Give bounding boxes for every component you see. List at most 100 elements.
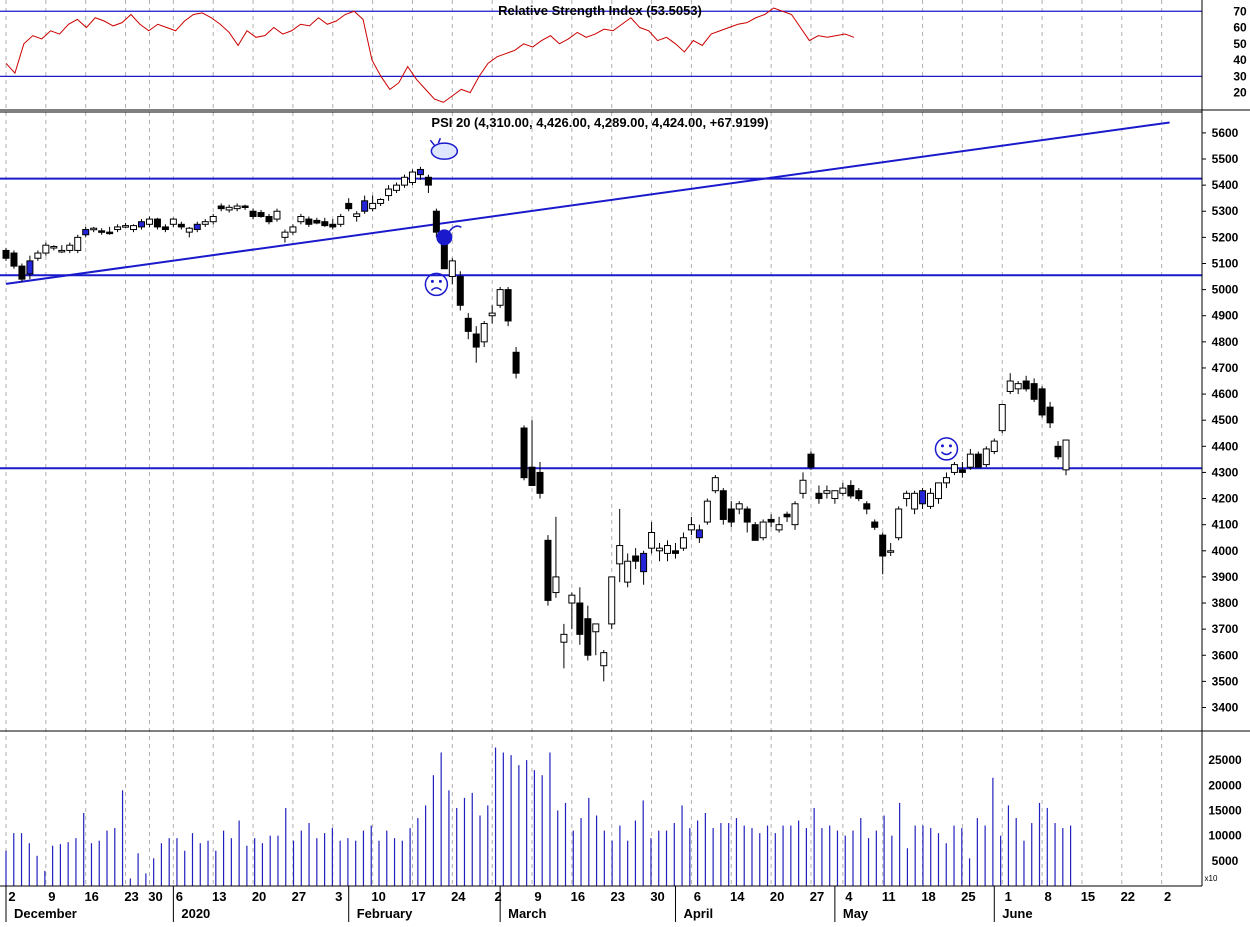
candle-body [185, 227, 193, 233]
price-tick-label: 5400 [1212, 178, 1239, 192]
candle [903, 490, 911, 507]
candle-body [257, 212, 265, 217]
candle [759, 519, 767, 541]
candle-body [130, 225, 138, 231]
candle-body [241, 205, 249, 209]
candle [671, 542, 679, 559]
eye [940, 444, 944, 448]
price-title: PSI 20 (4,310.00, 4,426.00, 4,289.00, 4,… [431, 115, 768, 130]
price-tick-label: 4800 [1212, 335, 1239, 349]
candle-body [608, 576, 616, 625]
candle-body [66, 244, 74, 251]
eye [948, 444, 952, 448]
candle [544, 535, 552, 606]
x-month-label: June [1002, 906, 1032, 921]
x-day-label: 8 [1044, 889, 1051, 904]
candle [624, 553, 632, 588]
candle-body [656, 547, 664, 552]
price-tick-label: 4900 [1212, 309, 1239, 323]
candle-body [664, 545, 672, 554]
rsi-tick-label: 30 [1233, 69, 1247, 83]
x-day-label: 6 [694, 889, 701, 904]
candle [990, 438, 998, 455]
candle [536, 461, 544, 499]
price-tick-label: 4100 [1212, 518, 1239, 532]
candle [377, 198, 385, 207]
candle [345, 198, 353, 212]
candle [114, 224, 122, 233]
candle-body [161, 226, 169, 231]
candle-body [26, 260, 34, 275]
candle-body [1006, 380, 1014, 392]
x-day-label: 1 [1005, 889, 1012, 904]
candle [361, 195, 369, 214]
candle-body [600, 652, 608, 667]
candle [369, 195, 377, 212]
rsi-tick-label: 60 [1233, 21, 1247, 35]
candle-body [560, 633, 568, 643]
rsi-tick-label: 40 [1233, 53, 1247, 67]
candle-body [401, 176, 408, 186]
candle [735, 501, 743, 515]
x-day-label: 20 [770, 889, 784, 904]
candle-body [895, 508, 903, 539]
x-day-label: 17 [411, 889, 425, 904]
candle-body [58, 249, 66, 253]
price-tick-label: 3600 [1212, 648, 1239, 662]
candle-body [345, 202, 353, 210]
candle-body [616, 545, 624, 565]
candle-body [321, 221, 329, 227]
candle [1062, 439, 1070, 476]
candle [958, 461, 966, 478]
price-tick-label: 3800 [1212, 596, 1239, 610]
candle [432, 208, 440, 238]
candle-body [209, 215, 217, 223]
candle-body [879, 534, 887, 557]
volume-tick-label: 15000 [1208, 803, 1242, 817]
candle [974, 451, 982, 468]
candle-body [313, 219, 321, 224]
candle [42, 242, 50, 256]
candle-body [695, 529, 703, 539]
bull-icon-horns [429, 137, 442, 146]
candle-body [576, 602, 584, 635]
candle-body [225, 206, 233, 211]
x-month-label: May [843, 906, 869, 921]
candle-body [942, 477, 950, 484]
candle [273, 208, 281, 222]
candle-body [568, 594, 576, 604]
candle [161, 224, 169, 233]
candle [687, 516, 695, 536]
price-tick-label: 4000 [1212, 544, 1239, 558]
candle-body [265, 215, 273, 223]
candle-body [919, 490, 927, 505]
candle-body [448, 260, 456, 278]
candle [416, 166, 424, 180]
candle [130, 224, 138, 233]
candle [185, 226, 193, 238]
volume-unit-label: x10 [1205, 874, 1218, 883]
x-day-label: 23 [124, 889, 138, 904]
eye [438, 279, 442, 283]
candle-body [1054, 445, 1062, 458]
candle-body [950, 464, 958, 473]
candle-body [74, 236, 82, 251]
candle [512, 347, 520, 379]
price-tick-label: 4500 [1212, 413, 1239, 427]
candle [504, 286, 512, 327]
candle [679, 532, 687, 551]
candle [855, 488, 863, 502]
candle-body [1062, 439, 1070, 471]
candle [82, 226, 90, 238]
candle [1022, 375, 1030, 392]
rsi-tick-label: 70 [1233, 4, 1247, 18]
candle-body [536, 471, 544, 494]
x-day-label: 27 [292, 889, 306, 904]
x-day-label: 6 [176, 889, 183, 904]
candle [145, 216, 153, 227]
candle-body [42, 244, 50, 254]
candle [424, 174, 432, 193]
candle [193, 221, 201, 233]
candle-body [361, 200, 369, 212]
